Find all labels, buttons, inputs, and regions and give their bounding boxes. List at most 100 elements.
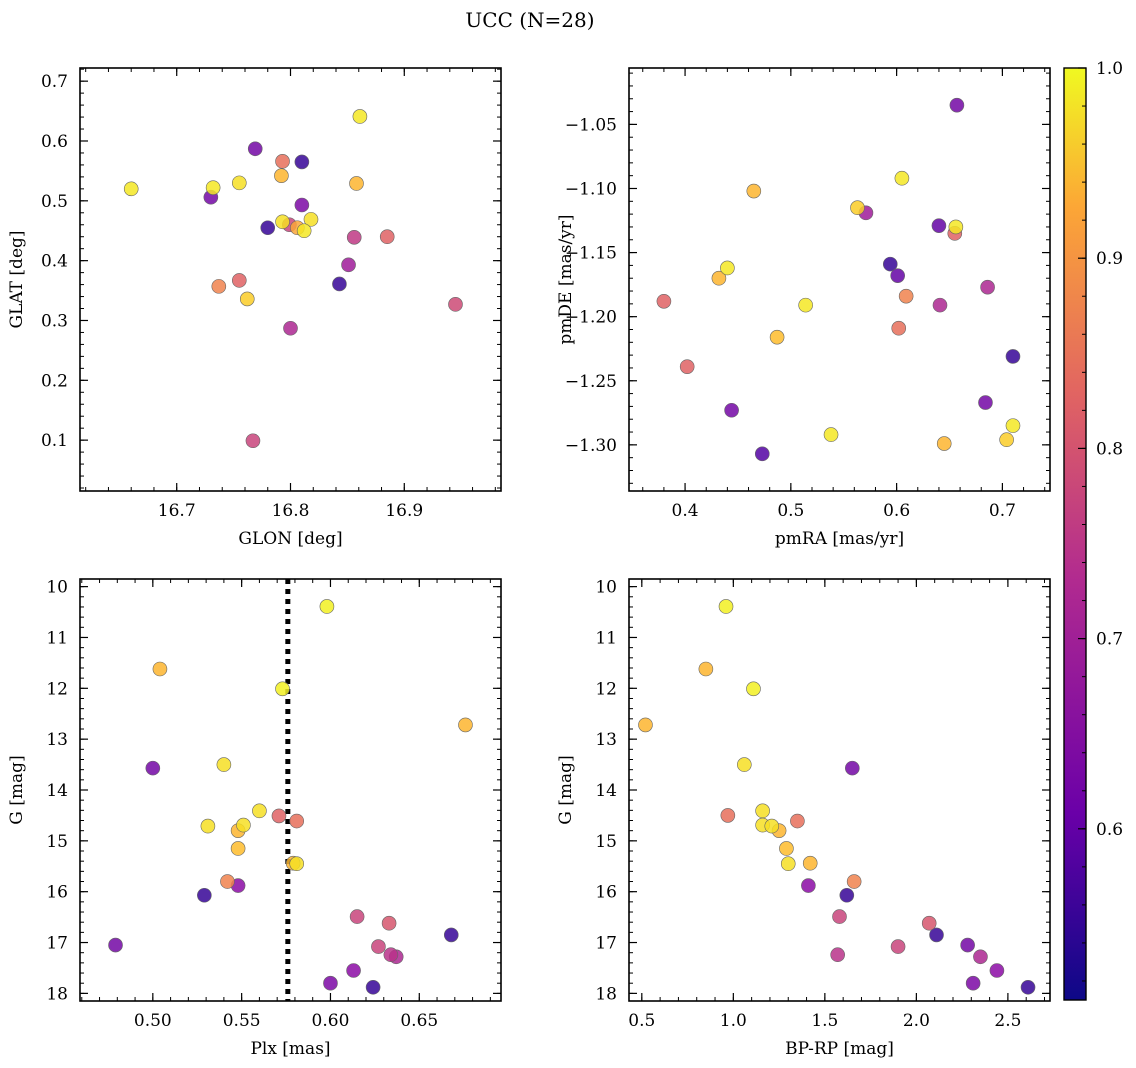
x-tick-label: 16.8 (272, 501, 310, 521)
y-axis-label: G [mag] (7, 755, 27, 824)
scatter-point (960, 937, 975, 953)
y-tick-label: 11 (595, 628, 617, 648)
scatter-point (718, 599, 734, 614)
x-tick-label: 0.7 (989, 501, 1016, 521)
scatter-point (108, 937, 123, 953)
scatter-point (252, 803, 267, 819)
scatter-point (830, 947, 845, 963)
scatter-point (371, 939, 386, 954)
scatter-point (638, 717, 653, 733)
y-tick-label: 0.7 (41, 72, 68, 92)
scatter-point (845, 760, 860, 776)
x-tick-label: 0.5 (628, 1011, 655, 1031)
scatter-point (989, 963, 1005, 978)
scatter-point (271, 808, 287, 824)
scatter-point (349, 909, 365, 924)
scatter-point (289, 813, 305, 829)
scatter-point (948, 219, 964, 235)
x-tick-label: 0.6 (883, 501, 910, 521)
scatter-point (294, 197, 310, 213)
scatter-point (936, 436, 952, 451)
scatter-point (999, 432, 1014, 448)
scatter-point (448, 297, 463, 312)
scatter-point (978, 395, 993, 410)
scatter-point (205, 180, 221, 195)
x-tick-label: 16.9 (385, 501, 423, 521)
scatter-point (352, 109, 368, 124)
scatter-point (698, 661, 714, 677)
y-tick-label: 11 (46, 628, 68, 648)
scatter-point (780, 856, 796, 872)
scatter-point (802, 855, 818, 871)
y-tick-label: 0.3 (41, 311, 68, 331)
scatter-point (769, 329, 785, 345)
x-axis-label: BP-RP [mag] (785, 1039, 894, 1059)
y-tick-label: 14 (46, 781, 68, 801)
scatter-point (294, 154, 310, 170)
scatter-point (846, 874, 862, 889)
scatter-point (216, 757, 232, 772)
scatter-point (152, 661, 168, 677)
y-tick-label: 16 (46, 883, 68, 903)
x-tick-label: 0.5 (777, 501, 804, 521)
x-tick-label: 1.5 (811, 1011, 838, 1031)
scatter-point (275, 154, 290, 169)
x-tick-label: 0.4 (672, 501, 699, 521)
plot-frame (628, 578, 1051, 1002)
y-axis-label: pmDE [mas/yr] (556, 214, 576, 344)
y-tick-label: 18 (595, 984, 617, 1004)
x-tick-label: 2.0 (903, 1011, 930, 1031)
colorbar: 0.6 0.7 0.8 0.9 1.0 (1063, 59, 1123, 1001)
scatter-point (349, 176, 364, 191)
scatter-point (247, 141, 263, 157)
scatter-point (724, 402, 739, 418)
scatter-point (346, 230, 362, 245)
scatter-point (949, 97, 965, 113)
y-tick-label: 15 (595, 832, 617, 852)
x-axis-label: pmRA [mas/yr] (775, 529, 904, 549)
x-tick-label: 0.50 (134, 1011, 172, 1031)
scatter-point (443, 927, 459, 943)
scatter-point (656, 293, 672, 309)
scatter-point (231, 175, 247, 191)
colorbar-gradient (1063, 67, 1087, 1001)
scatter-point (921, 915, 937, 931)
y-tick-label: 10 (46, 578, 68, 598)
scatter-point (891, 320, 907, 336)
colorbar-tick-label: 0.6 (1096, 820, 1123, 840)
scatter-point (1005, 418, 1021, 433)
scatter-point (720, 260, 735, 276)
scatter-point (296, 223, 312, 239)
y-tick-label: 14 (595, 781, 617, 801)
scatter-point (231, 273, 247, 288)
y-axis-label: G [mag] (556, 755, 576, 824)
scatter-point (746, 681, 761, 697)
figure-title: UCC (N=28) (465, 8, 594, 32)
scatter-point (798, 297, 813, 313)
scatter-point (823, 427, 839, 442)
scatter-point (323, 975, 338, 991)
scatter-point (245, 433, 261, 449)
scatter-point (239, 291, 255, 307)
y-tick-label: −1.10 (565, 179, 617, 199)
scatter-point (711, 270, 727, 286)
y-tick-label: 16 (595, 883, 617, 903)
scatter-point (332, 276, 347, 292)
scatter-point (832, 909, 847, 924)
scatter-point (679, 359, 695, 374)
scatter-point (197, 887, 212, 903)
scatter-point (220, 874, 235, 889)
colorbar-tick-label: 0.9 (1096, 249, 1123, 269)
scatter-panel-4: 0.5 1.0 1.5 2.0 2.5 10 11 12 13 14 15 16 17 18 BP-RP [… (556, 578, 1051, 1059)
y-tick-label: 12 (46, 679, 68, 699)
scatter-point (289, 856, 305, 872)
y-tick-label: 0.1 (41, 431, 68, 451)
scatter-point (801, 878, 816, 893)
scatter-point (145, 760, 161, 776)
scatter-panel-1: 16.7 16.8 16.9 0.1 0.2 0.3 0.4 0.5 0.6 0.7 GLON [d… (7, 67, 502, 549)
scatter-point (379, 229, 395, 245)
y-tick-label: −1.30 (565, 436, 617, 456)
y-tick-label: 0.5 (41, 192, 68, 212)
y-tick-label: −1.25 (565, 372, 617, 392)
